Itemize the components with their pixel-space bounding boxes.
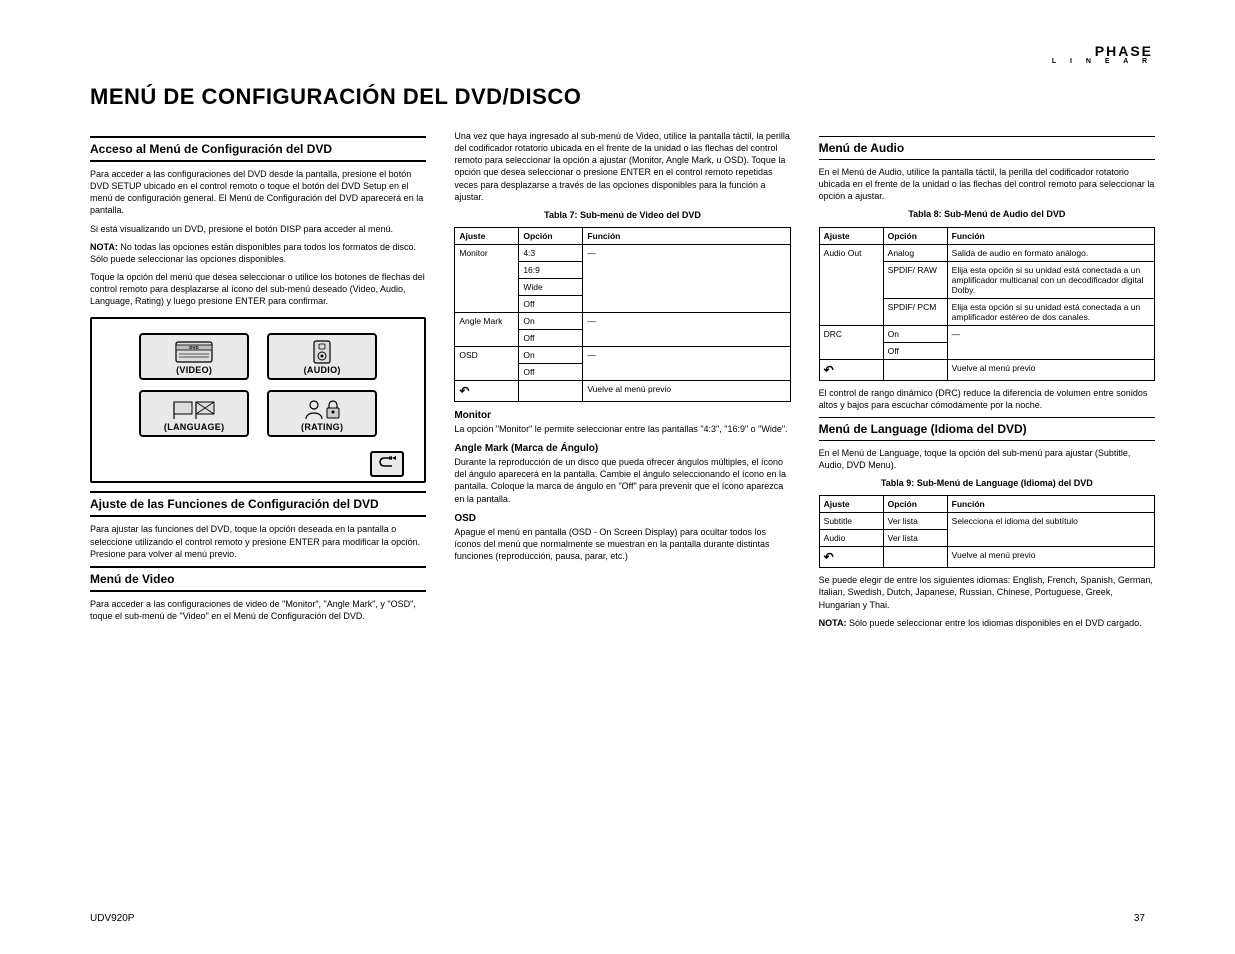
txt-audio-intro: En el Menú de Audio, utilice la pantalla… bbox=[819, 166, 1155, 202]
brand-top: PHASE bbox=[1052, 44, 1153, 58]
brand-bottom: L I N E A R bbox=[1052, 58, 1153, 65]
hd-language-menu: Menú de Language (Idioma del DVD) bbox=[819, 417, 1155, 441]
note-lang-body: Sólo puede seleccionar entre los idiomas… bbox=[846, 618, 1141, 628]
content-columns: Acceso al Menú de Configuración del DVD … bbox=[90, 130, 1155, 635]
table-row: SubtitleVer listaSelecciona el idioma de… bbox=[819, 513, 1154, 530]
hd-video-menu: Menú de Video bbox=[90, 566, 426, 592]
table-row: Monitor4:3— bbox=[455, 244, 790, 261]
column-3: Menú de Audio En el Menú de Audio, utili… bbox=[819, 130, 1155, 635]
table9-title: Tabla 9: Sub-Menú de Language (Idioma) d… bbox=[819, 477, 1155, 489]
rating-lock-icon bbox=[269, 396, 375, 422]
menu-btn-rating[interactable]: (RATING) bbox=[267, 390, 377, 437]
note-lang-label: NOTA: bbox=[819, 618, 847, 628]
txt-language-intro: En el Menú de Language, toque la opción … bbox=[819, 447, 1155, 471]
note-access: NOTA: No todas las opciones están dispon… bbox=[90, 241, 426, 265]
txt-adjust: Para ajustar las funciones del DVD, toqu… bbox=[90, 523, 426, 559]
opt-hd-monitor: Monitor bbox=[454, 410, 790, 421]
txt-drc: El control de rango dinámico (DRC) reduc… bbox=[819, 387, 1155, 411]
t9-h2: Opción bbox=[883, 496, 947, 513]
footer-page: 37 bbox=[1134, 913, 1145, 924]
opt-hd-osd: OSD bbox=[454, 513, 790, 524]
return-arrow-icon: ↶ bbox=[819, 359, 883, 380]
column-1: Acceso al Menú de Configuración del DVD … bbox=[90, 130, 426, 635]
return-arrow-icon: ↶ bbox=[819, 547, 883, 568]
menu-btn-rating-label: (RATING) bbox=[269, 422, 375, 432]
hd-access-menu: Acceso al Menú de Configuración del DVD bbox=[90, 136, 426, 162]
table-row: ↶Vuelve al menú previo bbox=[455, 380, 790, 401]
opt-tx-osd: Apague el menú en pantalla (OSD - On Scr… bbox=[454, 526, 790, 562]
table-video-submenu: Ajuste Opción Función Monitor4:3— 16:9 W… bbox=[454, 227, 790, 402]
note-label: NOTA: bbox=[90, 242, 118, 252]
txt-access-3: Toque la opción del menú que desea selec… bbox=[90, 271, 426, 307]
speaker-icon bbox=[269, 339, 375, 365]
return-arrow-icon: ↶ bbox=[455, 380, 519, 401]
flags-icon bbox=[141, 396, 247, 422]
menu-btn-language[interactable]: (LANGUAGE) bbox=[139, 390, 249, 437]
t8-h2: Opción bbox=[883, 227, 947, 244]
table-row: OSDOn— bbox=[455, 346, 790, 363]
t9-h1: Ajuste bbox=[819, 496, 883, 513]
dvd-player-icon: DVD bbox=[141, 339, 247, 365]
txt-c2-intro: Una vez que haya ingresado al sub-menú d… bbox=[454, 130, 790, 203]
hd-audio-menu: Menú de Audio bbox=[819, 136, 1155, 160]
menu-row-2: (LANGUAGE) (RATING) bbox=[106, 390, 410, 437]
table-row: Audio OutAnalogSalida de audio en format… bbox=[819, 244, 1154, 261]
opt-tx-anglemark: Durante la reproducción de un disco que … bbox=[454, 456, 790, 505]
back-icon[interactable] bbox=[370, 451, 404, 477]
txt-lang-list: Se puede elegir de entre los siguientes … bbox=[819, 574, 1155, 610]
note-lang: NOTA: Sólo puede seleccionar entre los i… bbox=[819, 617, 1155, 629]
brand-logo: PHASE L I N E A R bbox=[1052, 44, 1153, 65]
opt-tx-monitor: La opción "Monitor" le permite seleccion… bbox=[454, 423, 790, 435]
menu-mock-footer bbox=[106, 451, 410, 477]
footer-model: UDV920P bbox=[90, 913, 134, 924]
page-title: MENÚ DE CONFIGURACIÓN DEL DVD/DISCO bbox=[90, 84, 1155, 110]
table-row: DRCOn— bbox=[819, 325, 1154, 342]
t8-h3: Función bbox=[947, 227, 1154, 244]
txt-access-2: Si está visualizando un DVD, presione el… bbox=[90, 223, 426, 235]
t8-h1: Ajuste bbox=[819, 227, 883, 244]
txt-access-1: Para acceder a las configuraciones del D… bbox=[90, 168, 426, 217]
menu-btn-video[interactable]: DVD (VIDEO) bbox=[139, 333, 249, 380]
t9-h3: Función bbox=[947, 496, 1154, 513]
table-audio-submenu: Ajuste Opción Función Audio OutAnalogSal… bbox=[819, 227, 1155, 381]
menu-btn-audio-label: (AUDIO) bbox=[269, 365, 375, 375]
opt-hd-anglemark: Angle Mark (Marca de Ángulo) bbox=[454, 443, 790, 454]
table-row: ↶Vuelve al menú previo bbox=[819, 547, 1154, 568]
table8-title: Tabla 8: Sub-Menú de Audio del DVD bbox=[819, 208, 1155, 220]
table7-title: Tabla 7: Sub-menú de Video del DVD bbox=[454, 209, 790, 221]
menu-btn-video-label: (VIDEO) bbox=[141, 365, 247, 375]
menu-row-1: DVD (VIDEO) bbox=[106, 333, 410, 380]
column-2: Una vez que haya ingresado al sub-menú d… bbox=[454, 130, 790, 635]
t7-h2: Opción bbox=[519, 227, 583, 244]
table-row: Angle MarkOn— bbox=[455, 312, 790, 329]
menu-btn-audio[interactable]: (AUDIO) bbox=[267, 333, 377, 380]
svg-text:DVD: DVD bbox=[189, 345, 199, 350]
note-body: No todas las opciones están disponibles … bbox=[90, 242, 416, 264]
hd-adjust-functions: Ajuste de las Funciones de Configuración… bbox=[90, 491, 426, 517]
table-row: ↶Vuelve al menú previo bbox=[819, 359, 1154, 380]
txt-video-menu: Para acceder a las configuraciones de vi… bbox=[90, 598, 426, 622]
menu-btn-language-label: (LANGUAGE) bbox=[141, 422, 247, 432]
table-language-submenu: Ajuste Opción Función SubtitleVer listaS… bbox=[819, 495, 1155, 568]
t7-h1: Ajuste bbox=[455, 227, 519, 244]
t7-h3: Función bbox=[583, 227, 790, 244]
dvd-menu-mock: DVD (VIDEO) bbox=[90, 317, 426, 483]
